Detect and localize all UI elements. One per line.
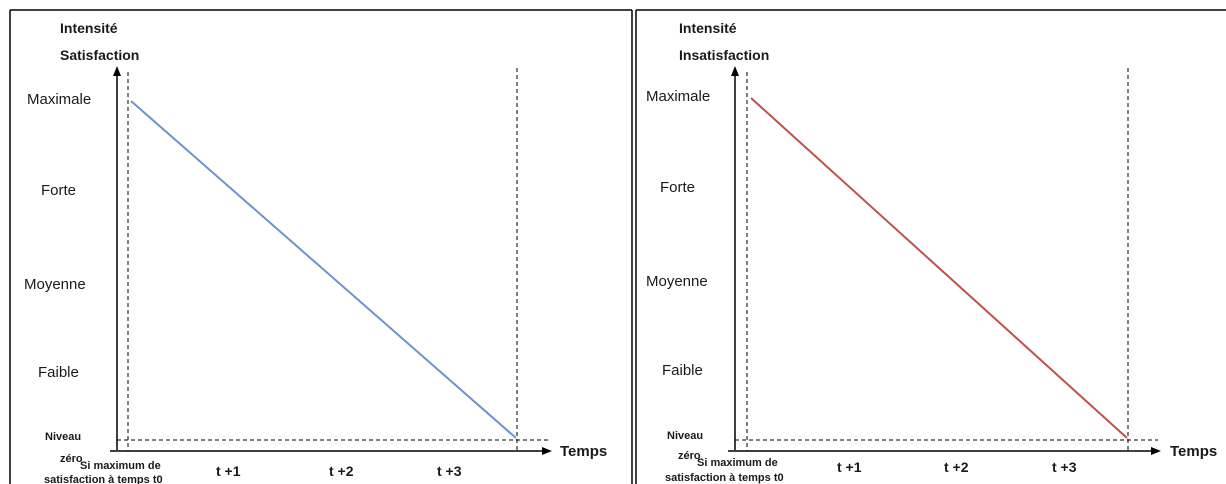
- y-tick-maximale: Maximale: [646, 88, 710, 105]
- y-axis-label: Intensité: [60, 20, 118, 36]
- chart-subtitle: Satisfaction: [60, 47, 139, 63]
- y-tick-moyenne: Moyenne: [646, 273, 708, 290]
- chart-subtitle: Insatisfaction: [679, 47, 769, 63]
- x-tick-t3: t +3: [437, 463, 462, 479]
- x-tick-t0-line2: satisfaction à temps t0: [665, 472, 784, 484]
- y-tick-niveau: Niveau: [45, 431, 81, 443]
- x-tick-t0-line1: Si maximum de: [80, 460, 161, 472]
- x-tick-t0-line2: satisfaction à temps t0: [44, 474, 163, 484]
- y-tick-zero: zéro: [678, 450, 701, 462]
- x-tick-t2: t +2: [329, 463, 354, 479]
- x-tick-t0-line1: Si maximum de: [697, 457, 778, 469]
- x-axis-label: Temps: [1170, 443, 1217, 460]
- chart-satisfaction: Intensité Satisfaction Maximale Forte Mo…: [24, 20, 607, 484]
- y-tick-faible: Faible: [38, 364, 79, 381]
- y-axis-label: Intensité: [679, 20, 737, 36]
- y-tick-faible: Faible: [662, 362, 703, 379]
- y-axis-arrow: [113, 66, 121, 76]
- y-tick-forte: Forte: [41, 182, 76, 199]
- y-tick-zero: zéro: [60, 453, 83, 465]
- x-axis-label: Temps: [560, 443, 607, 460]
- series-line: [130, 100, 517, 439]
- x-tick-t1: t +1: [216, 463, 241, 479]
- y-tick-moyenne: Moyenne: [24, 276, 86, 293]
- series-line: [750, 97, 1128, 439]
- y-tick-niveau: Niveau: [667, 430, 703, 442]
- y-tick-maximale: Maximale: [27, 91, 91, 108]
- x-tick-t1: t +1: [837, 459, 862, 475]
- y-axis-arrow: [731, 66, 739, 76]
- x-tick-t3: t +3: [1052, 459, 1077, 475]
- x-axis-arrow: [1151, 447, 1161, 455]
- y-tick-forte: Forte: [660, 179, 695, 196]
- chart-insatisfaction: Intensité Insatisfaction Maximale Forte …: [646, 20, 1217, 484]
- x-axis-arrow: [542, 447, 552, 455]
- x-tick-t2: t +2: [944, 459, 969, 475]
